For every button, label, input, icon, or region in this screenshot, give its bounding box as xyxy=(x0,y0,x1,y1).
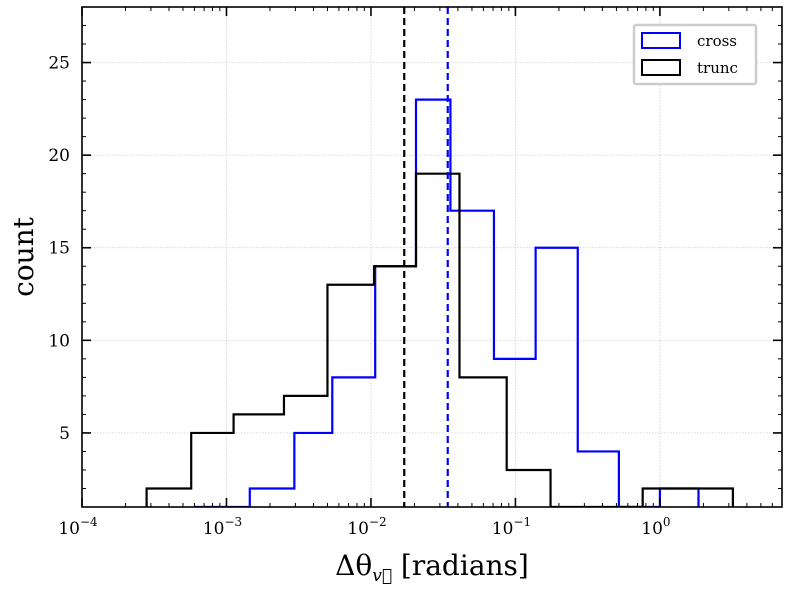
y-tick-label: 10 xyxy=(48,331,70,351)
x-tick-label: 10−2 xyxy=(347,515,386,539)
x-tick-label-exponent: −3 xyxy=(224,515,242,529)
y-tick-label: 20 xyxy=(48,146,70,166)
histogram-trunc xyxy=(145,172,734,507)
legend-label-cross: cross xyxy=(697,32,737,50)
x-tick-label-base: 10 xyxy=(492,519,514,539)
x-tick-label-base: 10 xyxy=(58,519,80,539)
x-tick-label-base: 10 xyxy=(203,519,225,539)
x-tick-label-base: 10 xyxy=(347,519,369,539)
x-axis-label-sub: v⃗ xyxy=(372,566,392,586)
x-tick-label: 100 xyxy=(641,515,670,539)
legend-box xyxy=(632,23,758,86)
x-tick-label: 10−4 xyxy=(58,515,98,539)
legend: cross trunc xyxy=(632,23,758,86)
histogram-cross xyxy=(194,98,700,507)
legend-swatch-trunc xyxy=(641,59,681,76)
x-tick-label-exponent: −2 xyxy=(369,515,387,529)
legend-swatch-cross xyxy=(641,32,681,49)
median-lines xyxy=(403,7,449,507)
y-axis-label: count xyxy=(7,216,40,297)
y-tick-label: 15 xyxy=(48,239,70,259)
x-tick-label-exponent: −1 xyxy=(513,515,531,529)
y-tick-label: 5 xyxy=(59,424,70,444)
x-tick-label-exponent: 0 xyxy=(663,515,671,529)
x-axis-label-suffix: [radians] xyxy=(392,549,529,582)
plot-frame xyxy=(81,6,783,508)
x-axis-label: Δθv⃗ [radians] xyxy=(335,549,529,586)
histogram-series xyxy=(145,98,734,507)
x-axis-label-main: Δθ xyxy=(335,549,372,582)
x-tick-label: 10−3 xyxy=(203,515,242,539)
legend-label-trunc: trunc xyxy=(697,59,738,77)
x-tick-label: 10−1 xyxy=(492,515,531,539)
x-tick-label-exponent: −4 xyxy=(80,515,98,529)
y-tick-label: 25 xyxy=(48,54,70,74)
x-tick-label-base: 10 xyxy=(641,519,663,539)
ticks xyxy=(81,6,782,508)
